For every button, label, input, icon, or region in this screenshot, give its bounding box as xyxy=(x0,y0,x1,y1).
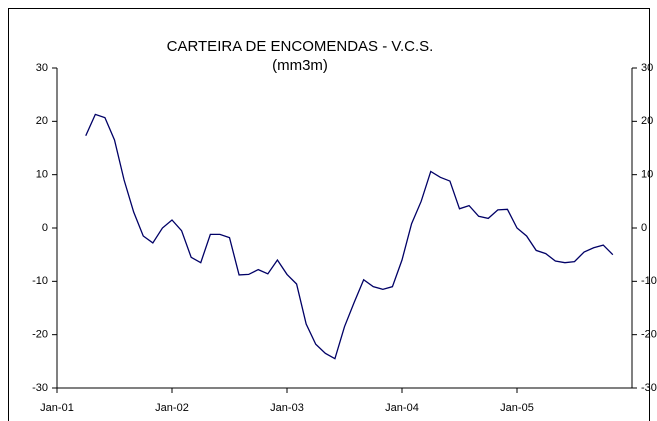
chart-title: CARTEIRA DE ENCOMENDAS - V.C.S. xyxy=(167,38,434,55)
x-tick-label: Jan-03 xyxy=(270,402,304,414)
y2-tick-label: 0 xyxy=(641,222,647,234)
y2-tick-label: -10 xyxy=(641,275,657,287)
y2-tick-label: 20 xyxy=(641,115,653,127)
y-tick-label: 20 xyxy=(36,115,48,127)
chart-subtitle: (mm3m) xyxy=(272,57,328,74)
x-tick-label: Jan-02 xyxy=(155,402,189,414)
data-line xyxy=(85,113,614,360)
y-tick-label: 0 xyxy=(42,222,48,234)
x-tick-label: Jan-05 xyxy=(500,402,534,414)
chart-frame xyxy=(8,8,650,421)
y2-tick-label: 10 xyxy=(641,169,653,181)
y-tick-label: 10 xyxy=(36,169,48,181)
y2-tick-label: -30 xyxy=(641,382,657,394)
x-tick-label: Jan-01 xyxy=(40,402,74,414)
y-tick-label: -30 xyxy=(32,382,48,394)
y-tick-label: -20 xyxy=(32,329,48,341)
y2-tick-label: 30 xyxy=(641,62,653,74)
y-tick-label: -10 xyxy=(32,275,48,287)
x-tick-label: Jan-04 xyxy=(385,402,419,414)
y-tick-label: 30 xyxy=(36,62,48,74)
y2-tick-label: -20 xyxy=(641,329,657,341)
